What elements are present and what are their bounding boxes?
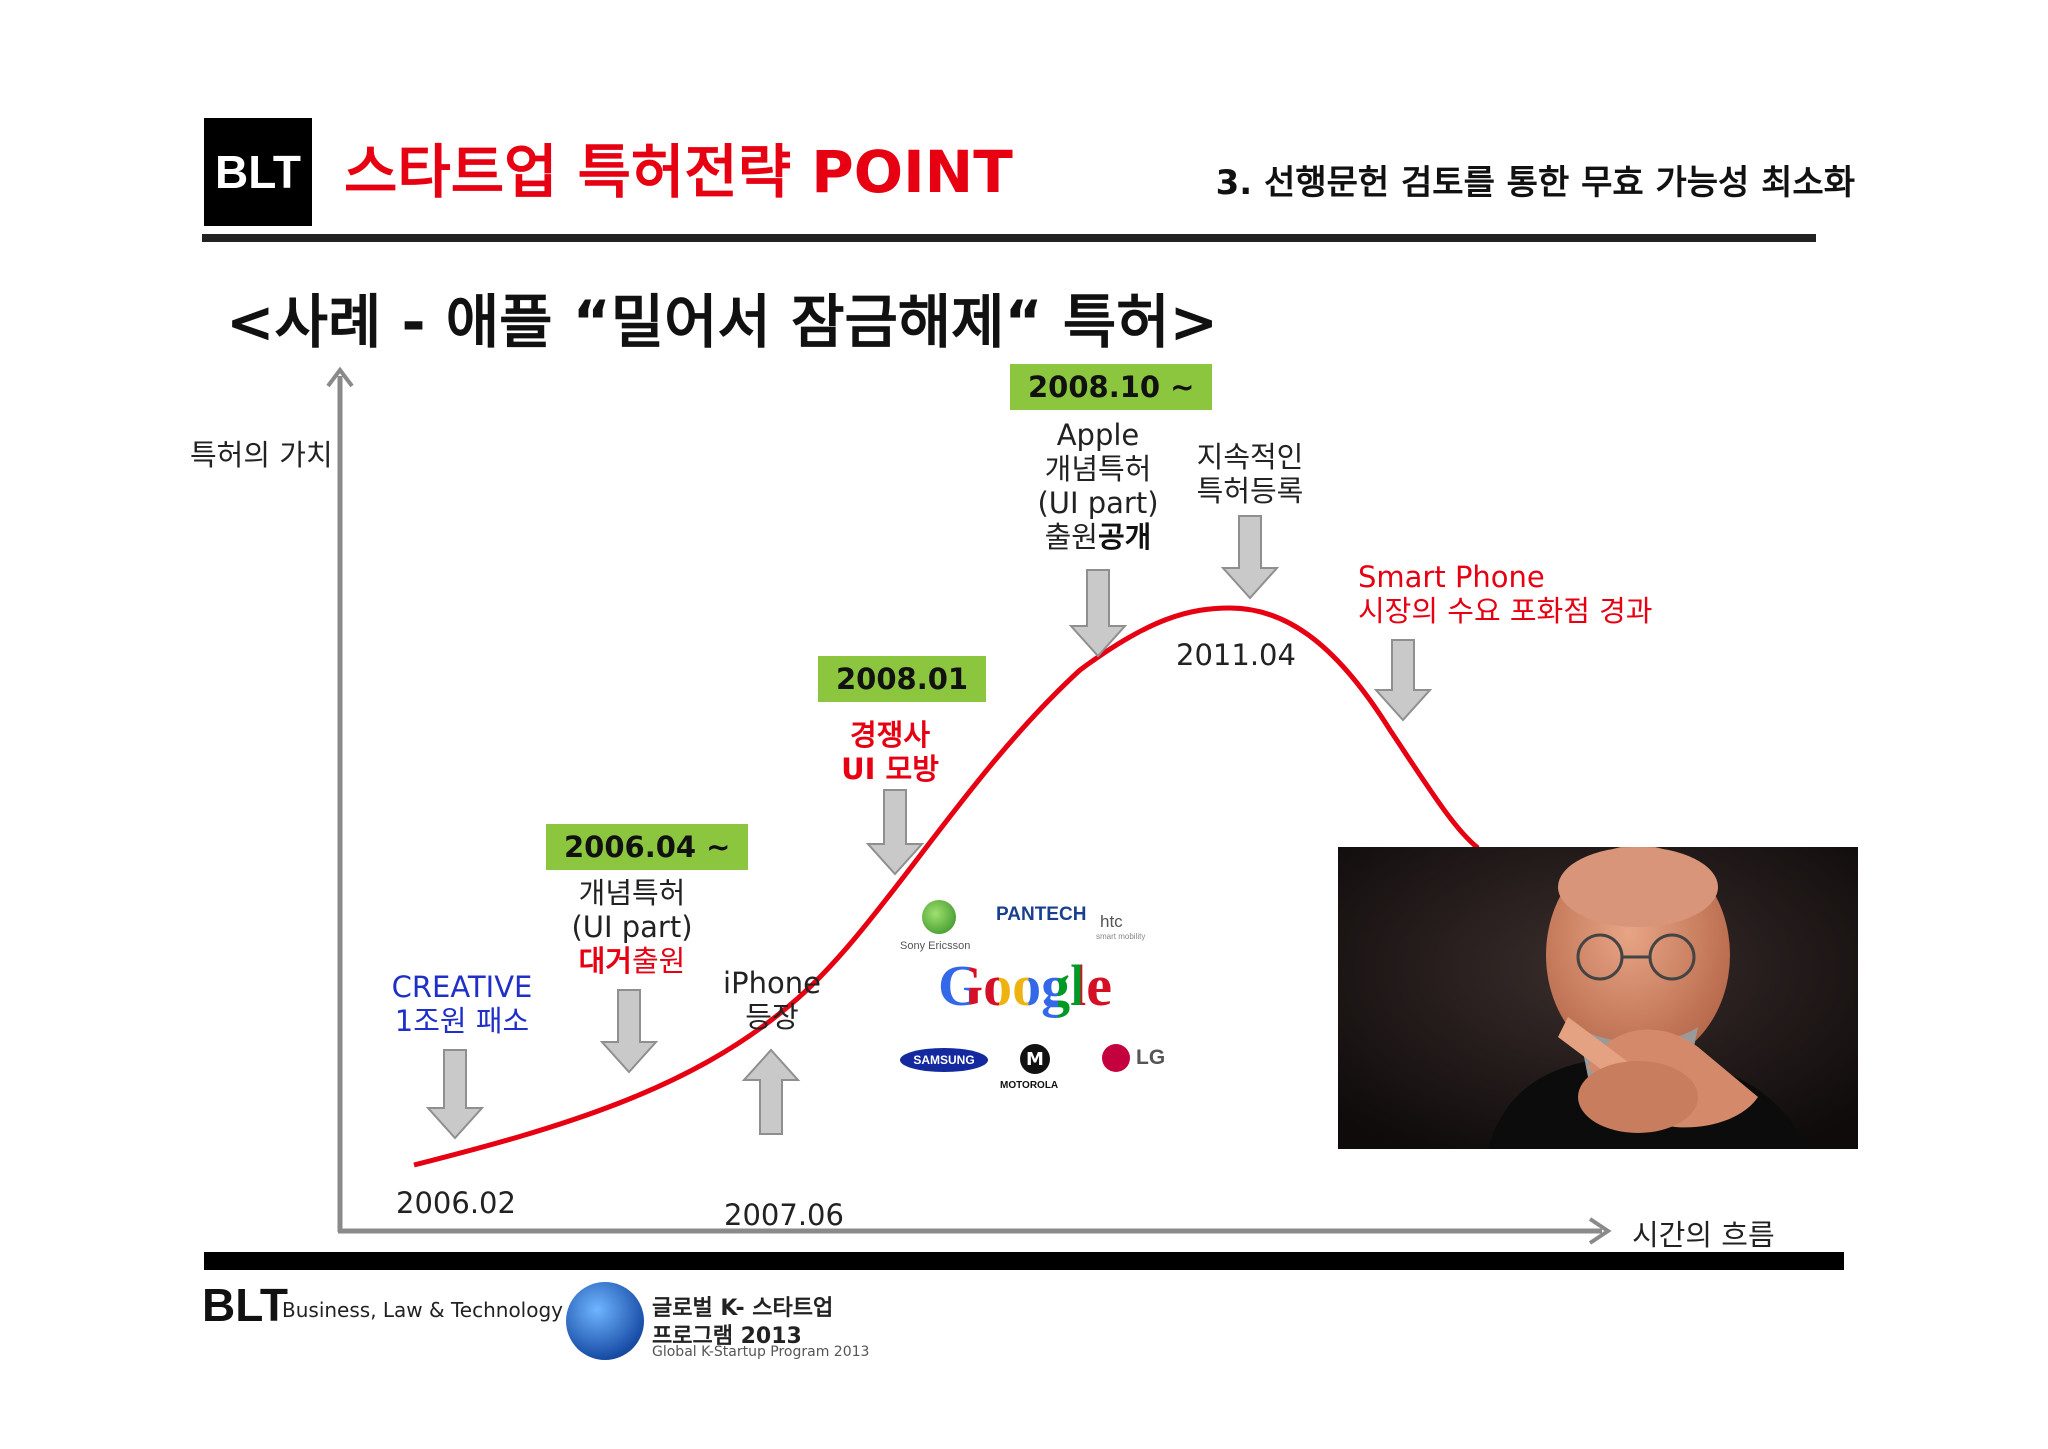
competitor-logos: Sony Ericsson PANTECH htc smart mobility…: [900, 900, 1180, 1100]
sony-ericsson-label: Sony Ericsson: [900, 940, 971, 952]
y-axis-arrowhead: [326, 366, 354, 388]
blt-logo: BLT: [204, 118, 312, 226]
sustained-note: 지속적인 특허등록: [1196, 440, 1304, 508]
down-arrows: [425, 515, 1433, 1140]
steve-jobs-photo: [1338, 847, 1858, 1149]
header-divider: [202, 234, 1816, 242]
date-2011-04: 2011.04: [1176, 638, 1296, 672]
note-2008-01: 경쟁사 UI 모방: [841, 718, 939, 786]
creative-note: CREATIVE 1조원 패소: [391, 970, 533, 1038]
arrow-down-2008-01: [865, 789, 925, 876]
section-title: 3. 선행문헌 검토를 통한 무효 가능성 최소화: [1215, 163, 1855, 203]
pantech-logo: PANTECH: [996, 904, 1087, 925]
program-title-english: Global K-Startup Program 2013: [652, 1344, 870, 1360]
sony-ericsson-icon: [922, 900, 956, 934]
arrow-down-2008-10: [1068, 569, 1128, 658]
smartphone-note: Smart Phone 시장의 수요 포화점 경과: [1358, 560, 1653, 628]
footer-logo: BLT: [202, 1279, 289, 1331]
arrow-down-smartphone: [1373, 639, 1433, 722]
note-2006-04: 개념특허 (UI part) 대거출원: [571, 876, 693, 978]
x-axis-label: 시간의 흐름: [1632, 1218, 1775, 1252]
program-title-line2: 프로그램 2013: [652, 1324, 802, 1349]
date-2007-06: 2007.06: [724, 1198, 844, 1232]
arrow-down-2006: [599, 989, 659, 1074]
motorola-label: MOTOROLA: [1000, 1080, 1059, 1091]
lg-icon: [1102, 1044, 1130, 1072]
iphone-note: iPhone 등장: [723, 966, 821, 1034]
badge-2008-10: 2008.10 ~: [1010, 364, 1213, 410]
case-title: <사례 - 애플 “밀어서 잠금해제“ 특허>: [226, 288, 1219, 356]
patent-value-curve: [413, 605, 1480, 1168]
arrow-down-sustained: [1220, 515, 1280, 600]
k-startup-globe-icon: [566, 1282, 644, 1360]
note-2008-10: Apple 개념특허 (UI part) 출원공개: [1037, 418, 1159, 554]
badge-2006-04: 2006.04 ~: [546, 824, 749, 870]
y-axis-label: 특허의 가치: [190, 438, 333, 472]
badge-2008-01: 2008.01: [818, 656, 987, 702]
x-axis-arrowhead: [1588, 1217, 1612, 1245]
main-title: 스타트업 특허전략 POINT: [344, 138, 1013, 206]
samsung-logo: SAMSUNG: [900, 1048, 988, 1072]
arrow-down-creative: [425, 1049, 485, 1140]
lg-label: LG: [1136, 1046, 1166, 1069]
footer-subtitle: Business, Law & Technology: [282, 1298, 564, 1322]
footer-divider: [204, 1252, 1844, 1270]
htc-logo: htc: [1100, 912, 1123, 931]
htc-tagline: smart mobility: [1096, 932, 1146, 941]
date-2006-02: 2006.02: [396, 1186, 516, 1220]
motorola-icon: M: [1020, 1044, 1050, 1074]
program-title-line1: 글로벌 K- 스타트업: [652, 1296, 834, 1321]
google-logo: Google: [938, 953, 1112, 1018]
arrow-up-iphone: [741, 1048, 801, 1135]
